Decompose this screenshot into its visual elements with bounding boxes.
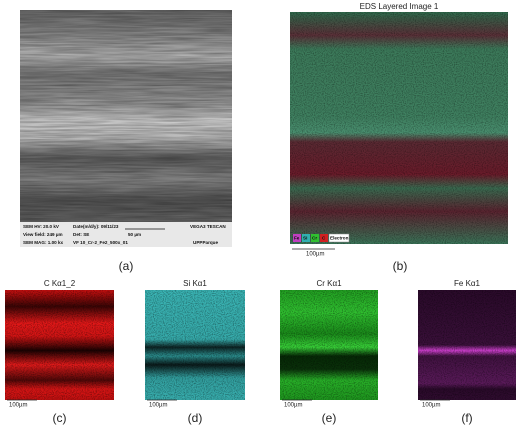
sem-hv: SEM HV: 20.0 kV (23, 224, 60, 229)
sem-file: VF 10_Cr-2_Fe2_500x_01 (73, 240, 128, 245)
element-maps: C Kα1_2 100µm (c) Si Kα1 100µm (d) Cr Kα1 100µm… (5, 279, 516, 425)
scale-label: 100µm (422, 403, 440, 409)
panel-title: EDS Layered Image 1 (360, 2, 439, 11)
caption: (b) (393, 259, 408, 273)
panel-title: Si Kα1 (183, 279, 207, 288)
legend-label: Fe (294, 236, 300, 241)
legend-swatch (320, 234, 328, 242)
sem-lab: UPPParque (193, 240, 218, 245)
caption: (d) (188, 411, 203, 425)
sem-image: SEM HV: 20.0 kV Date(m/d/y): 09/11/23 VE… (20, 10, 232, 247)
legend-swatch (311, 234, 319, 242)
map-speckle (145, 290, 245, 400)
caption: (f) (461, 411, 472, 425)
panel-title: C Kα1_2 (44, 279, 76, 288)
legend-label: Electron (330, 236, 349, 241)
sem-grain (20, 10, 232, 222)
legend-swatch (293, 234, 301, 242)
legend-label: C (322, 236, 326, 241)
caption: (a) (119, 259, 134, 273)
map-speckle (280, 290, 378, 400)
map-speckle (418, 290, 516, 400)
scale-label: 100µm (149, 403, 167, 409)
sem-info-bar (20, 222, 232, 247)
sem-det: Det: SE (73, 232, 89, 237)
sem-view: View field: 249 µm (23, 232, 63, 237)
legend-label: Si (303, 236, 307, 241)
eds-speckle (290, 12, 508, 244)
panel-title: Cr Kα1 (316, 279, 342, 288)
sem-bar-label: 50 µm (128, 232, 141, 237)
legend-swatch (302, 234, 310, 242)
eds-legend: Fe Si Cr C Electron (293, 233, 350, 243)
sem-brand: VEGA3 TESCAN (190, 224, 226, 229)
scale-label: 100µm (284, 403, 302, 409)
scale-label: 100µm (306, 252, 324, 258)
panel-title: Fe Kα1 (454, 279, 481, 288)
legend-swatch (328, 233, 350, 243)
sem-mag: SEM MAG: 1.00 kx (23, 240, 64, 245)
scale-label: 100µm (9, 403, 27, 409)
map-speckle (5, 290, 114, 400)
caption: (c) (53, 411, 67, 425)
sem-date: Date(m/d/y): 09/11/23 (73, 224, 119, 229)
legend-label: Cr (312, 236, 317, 241)
caption: (e) (322, 411, 337, 425)
